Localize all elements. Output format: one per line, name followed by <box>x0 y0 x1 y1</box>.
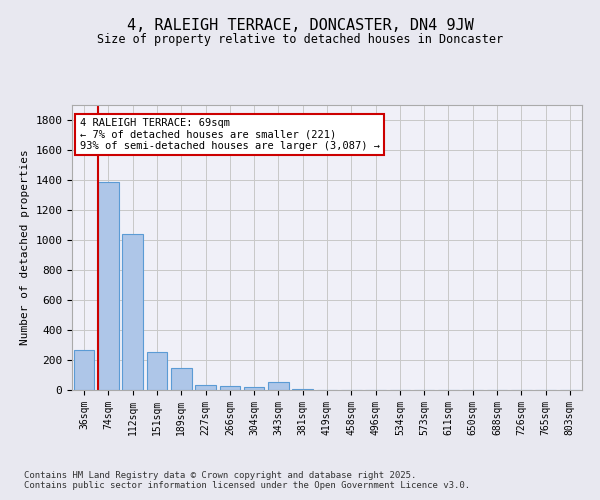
Bar <box>292 389 313 390</box>
Bar <box>195 385 216 390</box>
Text: 4 RALEIGH TERRACE: 69sqm
← 7% of detached houses are smaller (221)
93% of semi-d: 4 RALEIGH TERRACE: 69sqm ← 7% of detache… <box>80 118 380 151</box>
Text: 4, RALEIGH TERRACE, DONCASTER, DN4 9JW: 4, RALEIGH TERRACE, DONCASTER, DN4 9JW <box>127 18 473 32</box>
Bar <box>146 352 167 390</box>
Text: Size of property relative to detached houses in Doncaster: Size of property relative to detached ho… <box>97 32 503 46</box>
Bar <box>98 182 119 390</box>
Bar <box>74 350 94 390</box>
Bar <box>268 382 289 390</box>
Bar <box>122 234 143 390</box>
Text: Contains HM Land Registry data © Crown copyright and database right 2025.
Contai: Contains HM Land Registry data © Crown c… <box>24 470 470 490</box>
Bar <box>244 387 265 390</box>
Bar <box>220 386 240 390</box>
Bar <box>171 368 191 390</box>
Y-axis label: Number of detached properties: Number of detached properties <box>20 150 30 346</box>
